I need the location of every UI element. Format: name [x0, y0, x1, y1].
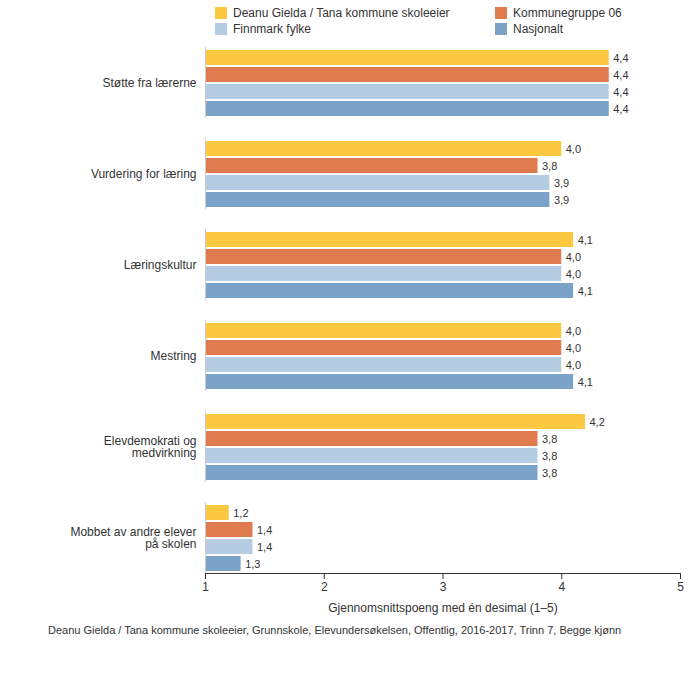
svg-text:1: 1: [202, 580, 209, 594]
svg-text:4,4: 4,4: [613, 69, 628, 81]
svg-text:Støtte fra lærerne: Støtte fra lærerne: [102, 76, 196, 90]
svg-text:3,8: 3,8: [542, 433, 557, 445]
svg-text:Elevdemokrati ogmedvirkning: Elevdemokrati ogmedvirkning: [104, 434, 197, 460]
svg-text:4,0: 4,0: [566, 251, 581, 263]
svg-text:1,4: 1,4: [257, 541, 272, 553]
svg-text:4,4: 4,4: [613, 103, 628, 115]
svg-text:4,0: 4,0: [566, 268, 581, 280]
svg-text:Gjennomsnittspoeng med én desi: Gjennomsnittspoeng med én desimal (1–5): [328, 601, 557, 615]
svg-text:3,9: 3,9: [554, 194, 569, 206]
svg-text:4,0: 4,0: [566, 143, 581, 155]
svg-text:4,1: 4,1: [578, 285, 593, 297]
svg-text:Mestring: Mestring: [150, 349, 196, 363]
svg-text:3,8: 3,8: [542, 160, 557, 172]
svg-text:1,2: 1,2: [233, 507, 248, 519]
svg-text:1,3: 1,3: [245, 558, 260, 570]
html-text:Nasjonalt: Nasjonalt: [513, 22, 563, 36]
svg-text:4,4: 4,4: [613, 52, 628, 64]
svg-text:4,1: 4,1: [578, 234, 593, 246]
svg-text:2: 2: [321, 580, 328, 594]
svg-text:4,2: 4,2: [590, 416, 605, 428]
svg-text:4,1: 4,1: [578, 376, 593, 388]
svg-text:4: 4: [558, 580, 565, 594]
svg-text:5: 5: [677, 580, 684, 594]
svg-text:1,4: 1,4: [257, 524, 272, 536]
svg-text:3,9: 3,9: [554, 177, 569, 189]
svg-text:Mobbet av andre eleverpå skole: Mobbet av andre eleverpå skolen: [70, 525, 196, 551]
svg-text:4,4: 4,4: [613, 86, 628, 98]
svg-text:3,8: 3,8: [542, 467, 557, 479]
html-text:Deanu Gielda / Tana kommune sk: Deanu Gielda / Tana kommune skoleeier, G…: [48, 624, 622, 636]
html-text:Kommunegruppe 06: Kommunegruppe 06: [513, 6, 622, 20]
html-text:Finnmark fylke: Finnmark fylke: [233, 22, 311, 36]
svg-text:4,0: 4,0: [566, 325, 581, 337]
svg-text:3: 3: [440, 580, 447, 594]
svg-text:4,0: 4,0: [566, 342, 581, 354]
svg-text:3,8: 3,8: [542, 450, 557, 462]
svg-text:Læringskultur: Læringskultur: [124, 258, 197, 272]
svg-text:4,0: 4,0: [566, 359, 581, 371]
svg-text:Vurdering for læring: Vurdering for læring: [91, 167, 197, 181]
html-text:Deanu Gielda / Tana kommune sk: Deanu Gielda / Tana kommune skoleeier: [233, 6, 450, 20]
